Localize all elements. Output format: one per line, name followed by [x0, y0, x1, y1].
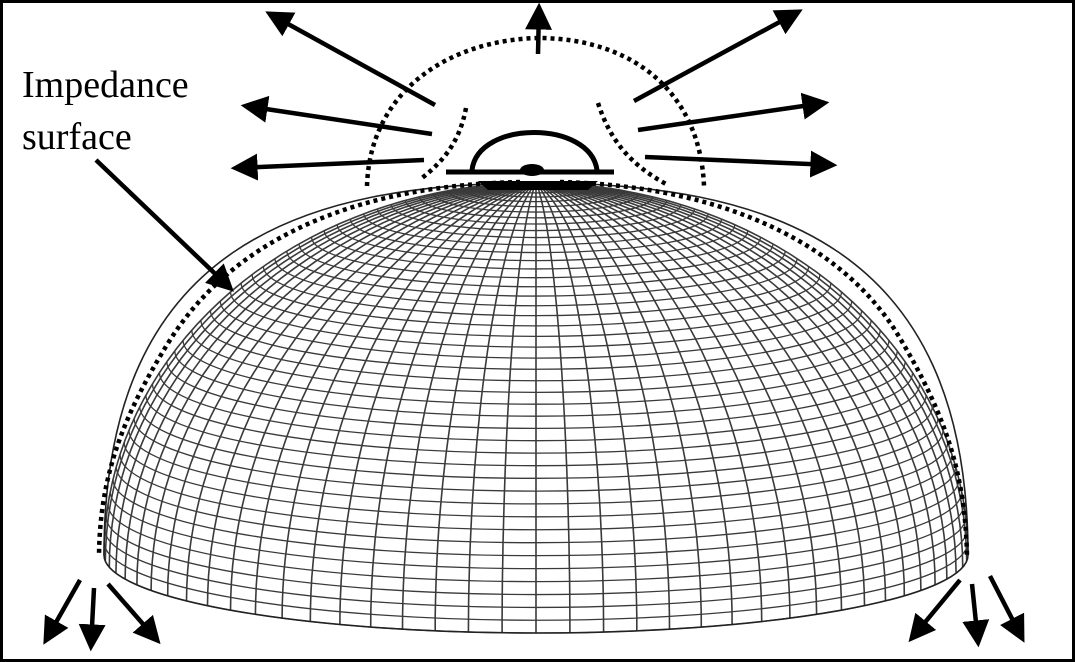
arrow-upper-right	[632, 9, 803, 103]
boundary-inner-left	[420, 107, 469, 180]
impedance-label-line1: Impedance	[22, 64, 189, 106]
impedance-label-line2: surface	[22, 116, 132, 158]
mesh-meridian-line	[535, 182, 791, 619]
radiation-arrows	[43, 2, 1025, 652]
mesh-meridian-line	[254, 182, 537, 615]
mesh-meridian-line	[535, 182, 671, 630]
mesh-meridian-line	[124, 182, 537, 580]
arrow-bottom-right-1	[908, 578, 962, 643]
mesh-meridian-line	[535, 182, 922, 591]
arrow-bottom-left-1	[43, 578, 82, 645]
mesh-meridian-line	[115, 182, 537, 574]
mesh-meridian-line	[535, 182, 571, 633]
mesh-meridian-line	[369, 182, 537, 628]
arrow-right-low	[644, 150, 838, 178]
hemisphere-mesh	[103, 182, 969, 634]
arrow-bottom-left-2	[78, 587, 106, 652]
mesh-meridian-line	[229, 182, 537, 611]
mesh-meridian-line	[309, 182, 537, 622]
arrow-up	[525, 2, 553, 55]
boundary-right	[559, 179, 970, 556]
antenna-feed	[520, 164, 544, 176]
mesh-meridian-line	[339, 182, 537, 625]
arrow-left-low	[230, 153, 425, 181]
mesh-meridian-line	[535, 182, 703, 628]
arrow-upper-left	[265, 11, 437, 107]
mesh-meridian-line	[535, 182, 936, 585]
mesh-meridian-line	[136, 182, 537, 585]
mesh-meridian-line	[535, 182, 763, 622]
mesh-meridian-line	[535, 182, 866, 606]
label-pointer-arrow	[94, 158, 234, 292]
arrow-bottom-right-2	[962, 583, 990, 648]
mesh-meridian-line	[535, 182, 638, 631]
mesh-meridian-line	[535, 182, 733, 625]
mesh-meridian-line	[535, 182, 906, 596]
mesh-meridian-line	[103, 182, 537, 556]
mesh-meridian-line	[535, 182, 957, 574]
arrow-left-mid	[240, 95, 433, 137]
patch-antenna	[446, 130, 614, 190]
boundary-left	[96, 179, 521, 556]
arrow-bottom-left-3	[106, 582, 161, 645]
mesh-meridian-line	[535, 182, 964, 568]
antenna-base-shading	[478, 181, 598, 190]
mesh-meridian-line	[281, 182, 537, 619]
mesh-meridian-line	[150, 182, 537, 591]
mesh-meridian-line	[535, 182, 818, 615]
mesh-meridian-line	[535, 182, 968, 562]
mesh-meridian-line	[535, 182, 948, 580]
mesh-meridian-line	[434, 182, 537, 631]
mesh-meridian-line	[185, 182, 537, 601]
arrow-bottom-right-3	[988, 574, 1025, 643]
mesh-meridian-line	[535, 182, 605, 633]
mesh-meridian-line	[104, 182, 537, 562]
arrow-right-mid	[637, 92, 830, 133]
boundary-inner-right	[595, 102, 670, 187]
mesh-meridian-line	[206, 182, 537, 606]
mesh-meridian-line	[535, 182, 843, 611]
mesh-meridian-line	[401, 182, 537, 630]
antenna-dome	[469, 130, 600, 171]
mesh-meridian-line	[467, 182, 537, 633]
mesh-meridian-line	[166, 182, 537, 596]
mesh-meridian-line	[108, 182, 537, 568]
boundary-bubble	[364, 35, 707, 187]
mesh-meridian-line	[501, 182, 537, 633]
mesh-meridian-line	[535, 182, 887, 601]
